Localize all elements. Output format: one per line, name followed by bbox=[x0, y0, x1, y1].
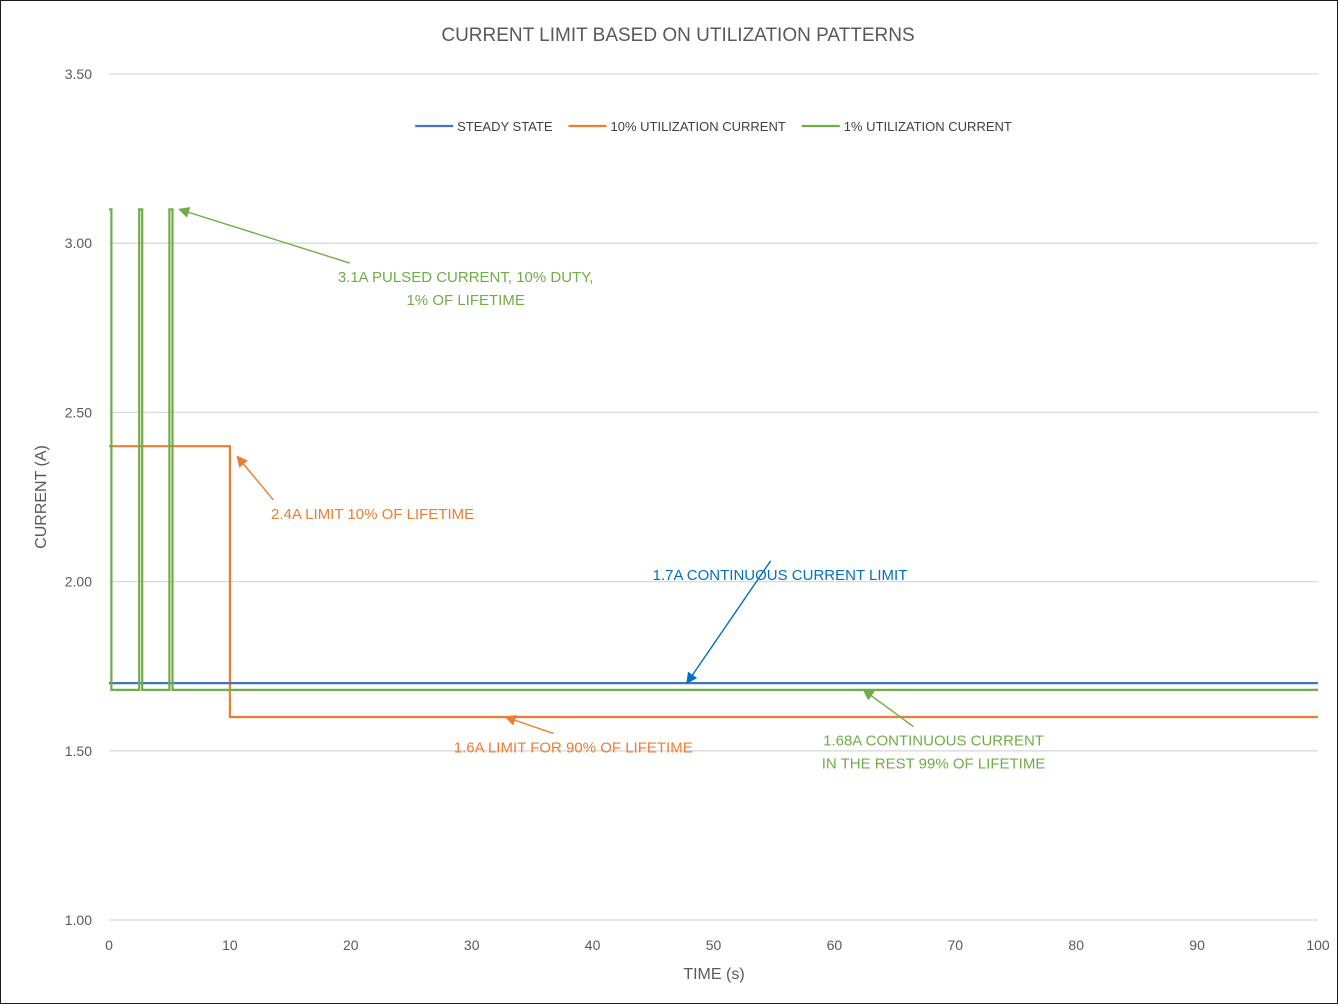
y-tick-label: 3.50 bbox=[65, 66, 92, 82]
annotation-text: 2.4A LIMIT 10% OF LIFETIME bbox=[271, 506, 474, 523]
legend-label: 10% UTILIZATION CURRENT bbox=[611, 119, 786, 134]
annotation-arrow bbox=[178, 207, 350, 264]
x-axis-ticks: 0 10 20 30 40 50 60 70 80 90 100 bbox=[105, 937, 1330, 953]
y-tick-label: 3.00 bbox=[65, 235, 92, 251]
x-tick-label: 80 bbox=[1068, 937, 1084, 953]
x-tick-label: 100 bbox=[1306, 937, 1330, 953]
legend: STEADY STATE 10% UTILIZATION CURRENT 1% UT… bbox=[415, 119, 1012, 134]
annotation-arrow bbox=[686, 560, 772, 685]
y-axis-ticks: 1.00 1.50 2.00 2.50 3.00 3.50 bbox=[65, 66, 92, 928]
gridlines bbox=[109, 73, 1318, 921]
x-tick-label: 60 bbox=[827, 937, 843, 953]
x-axis-label: TIME (s) bbox=[683, 966, 744, 983]
series-line-3 bbox=[109, 208, 1318, 692]
x-tick-label: 90 bbox=[1189, 937, 1205, 953]
legend-label: 1% UTILIZATION CURRENT bbox=[844, 119, 1012, 134]
x-tick-label: 0 bbox=[105, 937, 113, 953]
series-lines bbox=[109, 208, 1318, 719]
y-axis-label: CURRENT (A) bbox=[33, 445, 50, 549]
y-tick-label: 1.00 bbox=[65, 912, 92, 928]
annotation-arrow bbox=[504, 714, 554, 735]
y-tick-label: 2.50 bbox=[65, 404, 92, 420]
annotation-text: 3.1A PULSED CURRENT, 10% DUTY, bbox=[338, 269, 594, 286]
annotation-text: 1.7A CONTINUOUS CURRENT LIMIT bbox=[653, 567, 908, 584]
annotation-arrow bbox=[862, 689, 914, 728]
chart-title: CURRENT LIMIT BASED ON UTILIZATION PATTE… bbox=[441, 25, 914, 46]
x-tick-label: 20 bbox=[343, 937, 359, 953]
annotation-text: 1% OF LIFETIME bbox=[406, 292, 524, 309]
annotation-text: 1.68A CONTINUOUS CURRENT bbox=[823, 733, 1044, 750]
x-tick-label: 10 bbox=[222, 937, 238, 953]
y-tick-label: 1.50 bbox=[65, 743, 92, 759]
x-tick-label: 40 bbox=[585, 937, 601, 953]
annotation-arrow bbox=[236, 455, 274, 501]
x-tick-label: 70 bbox=[948, 937, 964, 953]
annotations: 3.1A PULSED CURRENT, 10% DUTY, 1% OF LIFE… bbox=[178, 207, 1046, 773]
x-tick-label: 50 bbox=[706, 937, 722, 953]
annotation-text: 1.6A LIMIT FOR 90% OF LIFETIME bbox=[454, 739, 693, 756]
y-tick-label: 2.00 bbox=[65, 574, 92, 590]
x-tick-label: 30 bbox=[464, 937, 480, 953]
annotation-text: IN THE REST 99% OF LIFETIME bbox=[822, 756, 1046, 773]
legend-label: STEADY STATE bbox=[457, 119, 553, 134]
